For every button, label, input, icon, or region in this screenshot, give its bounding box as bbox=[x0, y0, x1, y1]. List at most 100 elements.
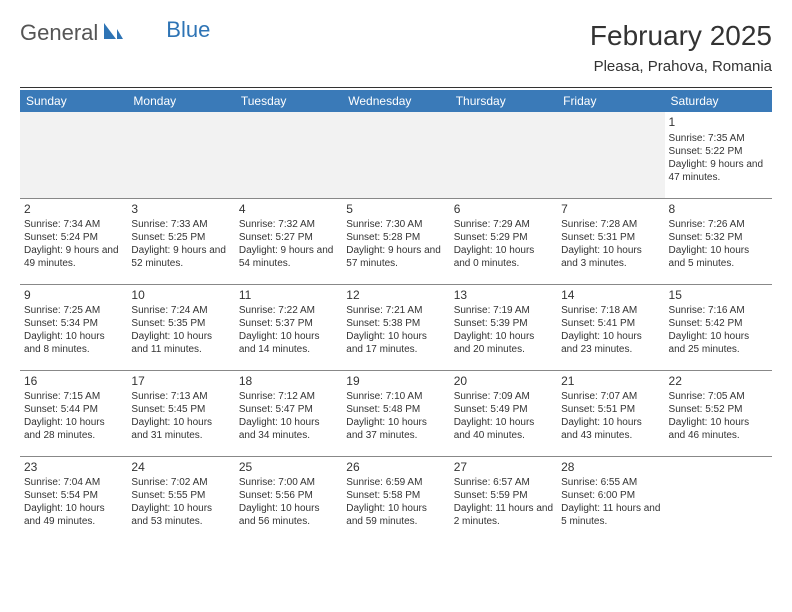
daylight-text: Daylight: 9 hours and 49 minutes. bbox=[24, 244, 123, 270]
sunrise-text: Sunrise: 7:21 AM bbox=[346, 304, 445, 317]
sunset-text: Sunset: 5:25 PM bbox=[131, 231, 230, 244]
sunrise-text: Sunrise: 7:24 AM bbox=[131, 304, 230, 317]
sunset-text: Sunset: 5:49 PM bbox=[454, 403, 553, 416]
calendar-header-row: Sunday Monday Tuesday Wednesday Thursday… bbox=[20, 90, 772, 112]
logo-sail-icon bbox=[102, 21, 124, 46]
calendar-cell: 1Sunrise: 7:35 AMSunset: 5:22 PMDaylight… bbox=[665, 112, 772, 198]
sunrise-text: Sunrise: 7:30 AM bbox=[346, 218, 445, 231]
sunrise-text: Sunrise: 7:00 AM bbox=[239, 476, 338, 489]
calendar-cell: 5Sunrise: 7:30 AMSunset: 5:28 PMDaylight… bbox=[342, 198, 449, 284]
calendar-cell-empty bbox=[665, 456, 772, 542]
sunset-text: Sunset: 5:41 PM bbox=[561, 317, 660, 330]
sunset-text: Sunset: 5:27 PM bbox=[239, 231, 338, 244]
daylight-text: Daylight: 10 hours and 59 minutes. bbox=[346, 502, 445, 528]
daylight-text: Daylight: 9 hours and 47 minutes. bbox=[669, 158, 768, 184]
sunrise-text: Sunrise: 6:57 AM bbox=[454, 476, 553, 489]
sunset-text: Sunset: 5:29 PM bbox=[454, 231, 553, 244]
sunrise-text: Sunrise: 7:18 AM bbox=[561, 304, 660, 317]
calendar-cell: 12Sunrise: 7:21 AMSunset: 5:38 PMDayligh… bbox=[342, 284, 449, 370]
daylight-text: Daylight: 10 hours and 43 minutes. bbox=[561, 416, 660, 442]
sunset-text: Sunset: 5:39 PM bbox=[454, 317, 553, 330]
day-number: 10 bbox=[131, 288, 230, 304]
calendar-cell: 20Sunrise: 7:09 AMSunset: 5:49 PMDayligh… bbox=[450, 370, 557, 456]
calendar-cell: 2Sunrise: 7:34 AMSunset: 5:24 PMDaylight… bbox=[20, 198, 127, 284]
sunset-text: Sunset: 5:45 PM bbox=[131, 403, 230, 416]
calendar-cell: 3Sunrise: 7:33 AMSunset: 5:25 PMDaylight… bbox=[127, 198, 234, 284]
sunrise-text: Sunrise: 7:28 AM bbox=[561, 218, 660, 231]
daylight-text: Daylight: 9 hours and 52 minutes. bbox=[131, 244, 230, 270]
sunrise-text: Sunrise: 7:25 AM bbox=[24, 304, 123, 317]
day-number: 14 bbox=[561, 288, 660, 304]
calendar-cell-empty bbox=[450, 112, 557, 198]
logo: General Blue bbox=[20, 20, 210, 46]
sunrise-text: Sunrise: 7:29 AM bbox=[454, 218, 553, 231]
sunset-text: Sunset: 5:28 PM bbox=[346, 231, 445, 244]
sunset-text: Sunset: 5:44 PM bbox=[24, 403, 123, 416]
day-number: 8 bbox=[669, 202, 768, 218]
day-header: Sunday bbox=[20, 90, 127, 112]
daylight-text: Daylight: 10 hours and 14 minutes. bbox=[239, 330, 338, 356]
day-header: Wednesday bbox=[342, 90, 449, 112]
calendar-cell: 27Sunrise: 6:57 AMSunset: 5:59 PMDayligh… bbox=[450, 456, 557, 542]
sunset-text: Sunset: 5:47 PM bbox=[239, 403, 338, 416]
daylight-text: Daylight: 11 hours and 2 minutes. bbox=[454, 502, 553, 528]
daylight-text: Daylight: 10 hours and 0 minutes. bbox=[454, 244, 553, 270]
calendar-cell: 18Sunrise: 7:12 AMSunset: 5:47 PMDayligh… bbox=[235, 370, 342, 456]
daylight-text: Daylight: 9 hours and 54 minutes. bbox=[239, 244, 338, 270]
daylight-text: Daylight: 10 hours and 11 minutes. bbox=[131, 330, 230, 356]
calendar-cell: 16Sunrise: 7:15 AMSunset: 5:44 PMDayligh… bbox=[20, 370, 127, 456]
sunset-text: Sunset: 5:48 PM bbox=[346, 403, 445, 416]
day-number: 3 bbox=[131, 202, 230, 218]
daylight-text: Daylight: 10 hours and 31 minutes. bbox=[131, 416, 230, 442]
day-number: 4 bbox=[239, 202, 338, 218]
day-number: 15 bbox=[669, 288, 768, 304]
sunrise-text: Sunrise: 6:55 AM bbox=[561, 476, 660, 489]
sunrise-text: Sunrise: 7:19 AM bbox=[454, 304, 553, 317]
calendar-row: 2Sunrise: 7:34 AMSunset: 5:24 PMDaylight… bbox=[20, 198, 772, 284]
sunset-text: Sunset: 5:37 PM bbox=[239, 317, 338, 330]
daylight-text: Daylight: 10 hours and 34 minutes. bbox=[239, 416, 338, 442]
daylight-text: Daylight: 10 hours and 37 minutes. bbox=[346, 416, 445, 442]
daylight-text: Daylight: 10 hours and 8 minutes. bbox=[24, 330, 123, 356]
calendar-cell: 14Sunrise: 7:18 AMSunset: 5:41 PMDayligh… bbox=[557, 284, 664, 370]
calendar-cell: 25Sunrise: 7:00 AMSunset: 5:56 PMDayligh… bbox=[235, 456, 342, 542]
day-number: 11 bbox=[239, 288, 338, 304]
day-header: Saturday bbox=[665, 90, 772, 112]
calendar-cell: 13Sunrise: 7:19 AMSunset: 5:39 PMDayligh… bbox=[450, 284, 557, 370]
calendar-cell: 7Sunrise: 7:28 AMSunset: 5:31 PMDaylight… bbox=[557, 198, 664, 284]
sunrise-text: Sunrise: 7:07 AM bbox=[561, 390, 660, 403]
sunset-text: Sunset: 5:35 PM bbox=[131, 317, 230, 330]
daylight-text: Daylight: 10 hours and 53 minutes. bbox=[131, 502, 230, 528]
day-number: 18 bbox=[239, 374, 338, 390]
sunrise-text: Sunrise: 7:12 AM bbox=[239, 390, 338, 403]
calendar-cell-empty bbox=[342, 112, 449, 198]
location: Pleasa, Prahova, Romania bbox=[590, 58, 772, 75]
day-number: 19 bbox=[346, 374, 445, 390]
daylight-text: Daylight: 10 hours and 5 minutes. bbox=[669, 244, 768, 270]
daylight-text: Daylight: 10 hours and 17 minutes. bbox=[346, 330, 445, 356]
sunrise-text: Sunrise: 7:22 AM bbox=[239, 304, 338, 317]
sunrise-text: Sunrise: 7:02 AM bbox=[131, 476, 230, 489]
day-number: 28 bbox=[561, 460, 660, 476]
page-header: General Blue February 2025 Pleasa, Praho… bbox=[20, 20, 772, 75]
sunrise-text: Sunrise: 7:34 AM bbox=[24, 218, 123, 231]
calendar-cell-empty bbox=[557, 112, 664, 198]
calendar-table: Sunday Monday Tuesday Wednesday Thursday… bbox=[20, 90, 772, 542]
day-number: 22 bbox=[669, 374, 768, 390]
daylight-text: Daylight: 10 hours and 25 minutes. bbox=[669, 330, 768, 356]
daylight-text: Daylight: 9 hours and 57 minutes. bbox=[346, 244, 445, 270]
day-number: 17 bbox=[131, 374, 230, 390]
calendar-cell: 15Sunrise: 7:16 AMSunset: 5:42 PMDayligh… bbox=[665, 284, 772, 370]
day-number: 1 bbox=[669, 115, 768, 131]
logo-text-general: General bbox=[20, 20, 98, 46]
calendar-cell: 17Sunrise: 7:13 AMSunset: 5:45 PMDayligh… bbox=[127, 370, 234, 456]
day-number: 16 bbox=[24, 374, 123, 390]
daylight-text: Daylight: 10 hours and 46 minutes. bbox=[669, 416, 768, 442]
sunset-text: Sunset: 5:51 PM bbox=[561, 403, 660, 416]
sunrise-text: Sunrise: 7:33 AM bbox=[131, 218, 230, 231]
day-number: 9 bbox=[24, 288, 123, 304]
calendar-cell: 24Sunrise: 7:02 AMSunset: 5:55 PMDayligh… bbox=[127, 456, 234, 542]
sunrise-text: Sunrise: 7:13 AM bbox=[131, 390, 230, 403]
day-header: Thursday bbox=[450, 90, 557, 112]
day-number: 27 bbox=[454, 460, 553, 476]
